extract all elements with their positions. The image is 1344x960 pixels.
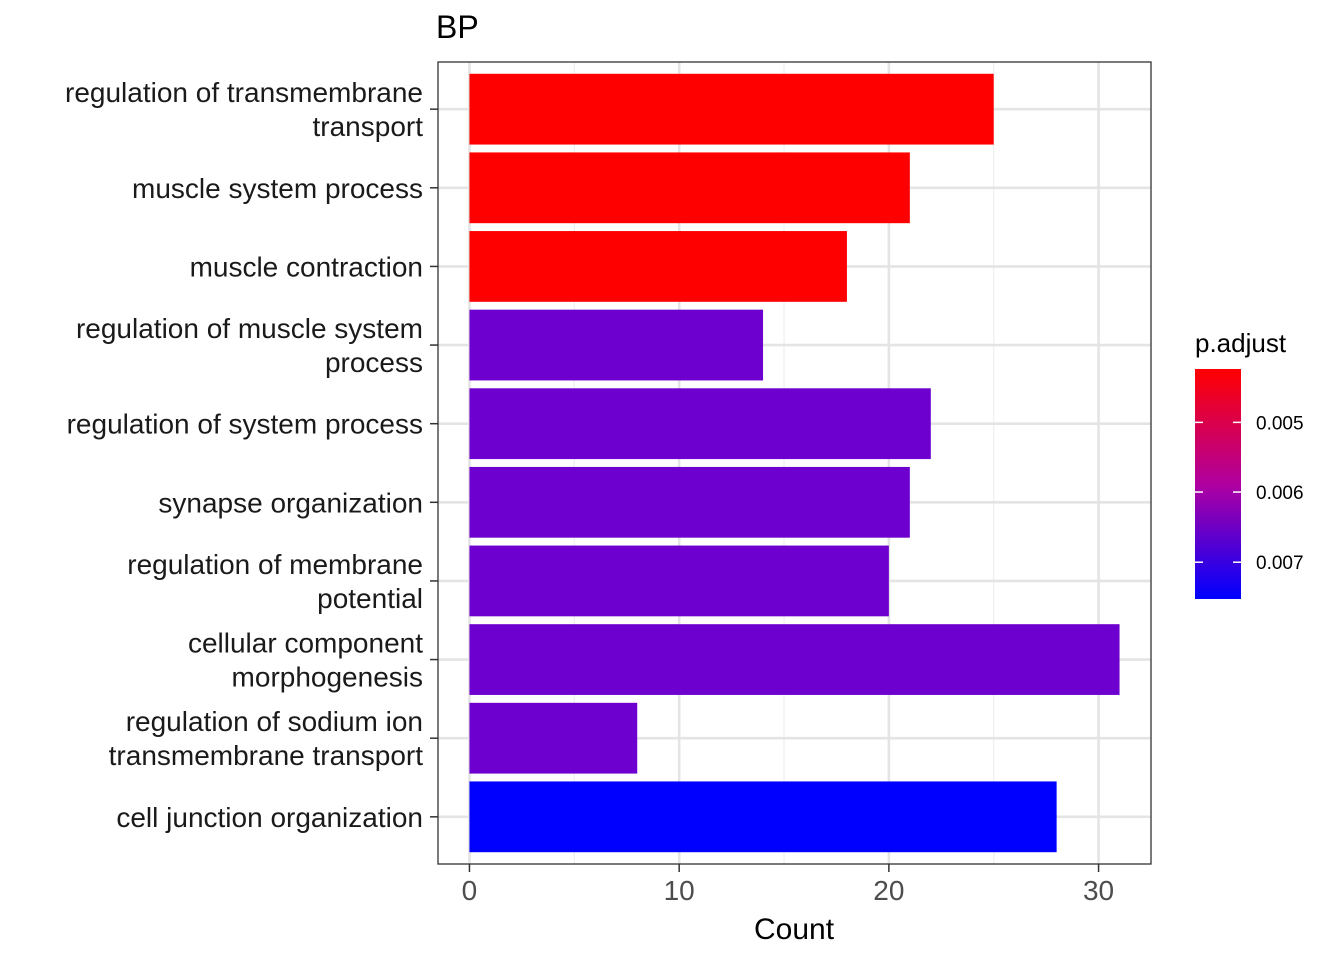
bars bbox=[469, 73, 1120, 853]
category-label-line: transmembrane transport bbox=[109, 740, 424, 771]
plot-panel-border bbox=[437, 61, 1152, 865]
x-tick-label: 30 bbox=[1083, 875, 1114, 906]
category-label-line: synapse organization bbox=[158, 487, 423, 518]
bar bbox=[469, 545, 889, 617]
category-label: cellular component morphogenesis bbox=[188, 628, 423, 693]
category-label-line: transport bbox=[313, 111, 424, 142]
category-label-line: process bbox=[325, 347, 423, 378]
bar bbox=[469, 152, 910, 224]
category-label-line: muscle contraction bbox=[190, 251, 423, 282]
category-label: regulation of transmembrane transport bbox=[65, 77, 423, 142]
x-axis-title: Count bbox=[754, 913, 835, 946]
category-label-line: regulation of muscle system bbox=[76, 313, 423, 344]
legend-tick-label: 0.005 bbox=[1256, 413, 1304, 434]
category-label-line: morphogenesis bbox=[232, 662, 423, 693]
bar bbox=[469, 309, 764, 381]
bar bbox=[469, 781, 1057, 853]
category-label: cell junction organization bbox=[116, 802, 423, 833]
chart-title: BP bbox=[436, 9, 479, 45]
category-label: muscle system process bbox=[132, 173, 423, 204]
bar bbox=[469, 73, 994, 145]
bar bbox=[469, 231, 847, 302]
bar bbox=[469, 624, 1120, 695]
category-label-line: regulation of sodium ion bbox=[126, 706, 423, 737]
category-labels: regulation of transmembrane transport musc… bbox=[65, 77, 438, 833]
category-label: muscle contraction bbox=[190, 251, 423, 282]
category-label: regulation of sodium ion transmembrane tr… bbox=[109, 706, 424, 771]
category-label-line: cell junction organization bbox=[116, 802, 423, 833]
x-tick-label: 10 bbox=[664, 875, 695, 906]
category-label-line: cellular component bbox=[188, 628, 423, 659]
bar bbox=[469, 388, 931, 460]
legend: p.adjust 0.005 0.006 0.007 bbox=[1195, 328, 1304, 599]
category-label: regulation of muscle system process bbox=[76, 313, 423, 378]
bar bbox=[469, 702, 638, 774]
category-label-line: potential bbox=[317, 583, 423, 614]
legend-title: p.adjust bbox=[1195, 328, 1287, 358]
category-label-line: regulation of system process bbox=[67, 409, 423, 440]
category-label-line: muscle system process bbox=[132, 173, 423, 204]
x-axis-ticks: 0 10 20 30 bbox=[462, 864, 1114, 906]
category-label: synapse organization bbox=[158, 487, 423, 518]
category-label-line: regulation of membrane bbox=[127, 549, 423, 580]
category-label: regulation of membrane potential bbox=[127, 549, 423, 614]
legend-tick-label: 0.007 bbox=[1256, 553, 1304, 574]
bar bbox=[469, 466, 910, 538]
legend-tick-label: 0.006 bbox=[1256, 483, 1304, 504]
legend-colorbar bbox=[1195, 369, 1241, 599]
category-label-line: regulation of transmembrane bbox=[65, 77, 423, 108]
x-tick-label: 0 bbox=[462, 875, 478, 906]
x-tick-label: 20 bbox=[873, 875, 904, 906]
category-label: regulation of system process bbox=[67, 409, 423, 440]
